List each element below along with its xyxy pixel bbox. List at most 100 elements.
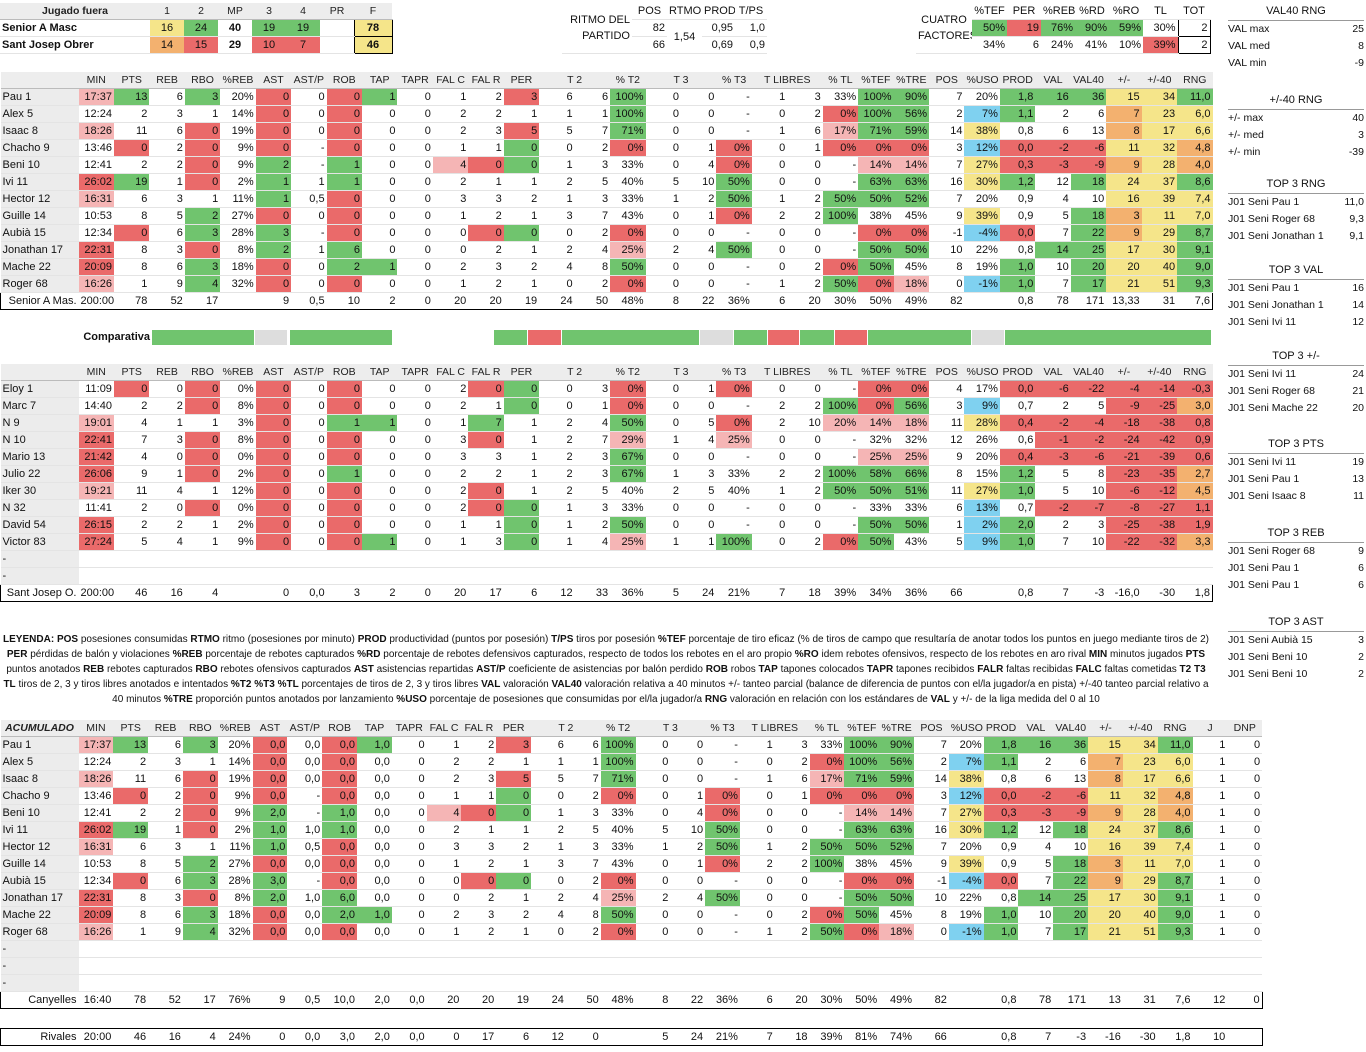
column-header: PER [503,364,540,381]
stat-cell [565,974,601,992]
side-label: J01 Seni Beni 10 [1228,668,1308,680]
stat-cell: 6 [774,770,810,788]
stat-cell: 2 [113,499,150,517]
stat-cell: 32% [893,431,930,449]
stat-cell: 1 [149,414,185,432]
stat-cell: 0 [787,448,823,466]
rhythm-table: RITMO DEL PARTIDO POS RTMO PROD T/PS 82 1,54 0,… [562,3,767,54]
stat-cell: 6 [149,122,185,140]
stat-cell: 25% [893,448,930,466]
stat-cell: 26:02 [78,173,114,191]
stat-cell: 17 [1122,770,1158,788]
stat-cell: 1,0 [287,889,323,907]
stat-cell: 1,8 [1177,584,1214,602]
stat-cell: 0 [645,88,681,106]
legend-term: %RD [357,649,381,660]
player-row: Isaac 8 18:26 11 6 0 19% 0,0 0,0 0,0 0,0 0 2 3 5 5 7 71%… [0,770,1263,788]
player-name: N 9 [0,414,79,432]
stat-cell: 1 [739,923,775,941]
player-name: Senior A Mas. [0,292,79,310]
stat-cell: 2 [539,448,575,466]
factors-cell: 90% [1075,19,1109,37]
stat-cell: 0 [326,431,362,449]
stat-cell: 0,0 [252,906,288,924]
factors-label: CUATRO FACTORES [916,3,972,54]
stat-cell: 0 [391,753,427,771]
stat-cell: 2 [787,190,823,208]
stat-cell: 0 [326,207,362,225]
stat-cell: 0 [645,258,681,276]
stat-cell [322,957,357,975]
player-row: Mache 22 20:09 8 6 3 18% 0 0 2 1 0 2 3 2 4 8 50% 0 0-0 2 0% 5… [0,258,1213,276]
column-header: % T2 [610,72,646,89]
stat-cell: 12:34 [78,872,114,890]
side-block: TOP 3 AST J01 Seni Aubià 15 3 J01 Seni Beni… [1228,614,1364,683]
stat-cell: 2 [468,465,504,483]
stat-cell: 0 [391,787,427,805]
stat-cell: 0 [182,821,218,839]
stat-cell: 3 [461,906,497,924]
stat-cell [148,940,183,958]
stat-cell: 2 [461,753,497,771]
stat-cell: 18% [879,923,915,941]
stat-cell: 52 [149,292,185,310]
stat-cell: 4 [184,275,221,293]
stat-cell: 38% [948,770,984,788]
stat-cell: 0 [255,414,292,432]
stat-cell: 4,8 [1177,139,1213,157]
stat-cell: 3 [468,533,504,551]
stat-cell: 3 [184,258,221,276]
side-value: 13 [1352,473,1364,485]
stat-cell: 1 [751,122,788,140]
stat-cell: 1 [503,482,540,500]
column-header: TAPR [397,72,433,89]
stat-cell [362,567,398,585]
stat-cell: 38% [844,855,880,873]
stat-cell: 12:41 [78,156,114,174]
stat-cell: 20% [948,736,984,754]
stat-cell: 1 [1192,906,1228,924]
stat-cell: 7% [964,105,1000,123]
stat-cell: 2 [362,292,398,310]
legend-term: VAL [481,679,501,690]
stat-cell [468,567,504,585]
side-label: J01 Seni Pau 1 [1228,562,1300,574]
score-header: MP [218,3,252,20]
stat-cell: 100% [610,105,646,123]
stat-cell: 37 [1122,821,1158,839]
side-value: 3 [1358,634,1364,646]
stat-cell: 0 [461,872,497,890]
stat-cell: 71% [610,122,646,140]
stat-cell: 14% [844,804,880,822]
stat-cell: 0 [645,275,681,293]
stat-cell [670,957,706,975]
stat-cell: 1 [680,139,717,157]
stat-cell: 0 [255,139,292,157]
stat-cell: 1 [496,855,532,873]
player-name: - [0,974,79,992]
stat-cell: 18 [1070,173,1107,191]
stat-cell: 1 [113,275,150,293]
stat-cell [113,550,150,568]
stat-cell: 0 [255,465,292,483]
rhythm-cell: 0,95 [702,19,735,37]
stat-cell [705,957,740,975]
column-header: %TEF [844,720,880,737]
side-label: J01 Seni Pau 1 [1228,473,1300,485]
stat-cell: 0 [929,275,965,293]
stat-cell [287,957,323,975]
stat-cell: 27% [217,855,253,873]
stat-cell: 0 [539,380,575,398]
stat-cell: 22:31 [78,241,114,259]
stat-cell: 0% [893,224,930,242]
stat-cell: 0 [645,448,681,466]
stat-cell: 14 [1035,241,1071,259]
stat-cell: 0,0 [357,889,392,907]
stat-cell: 2 [461,736,497,754]
stat-cell: 0 [326,275,362,293]
stat-cell: 2% [220,465,256,483]
stat-cell: 39% [822,584,859,602]
stat-cell [893,550,930,568]
stat-cell [184,567,221,585]
stat-cell: 2 [149,397,185,415]
